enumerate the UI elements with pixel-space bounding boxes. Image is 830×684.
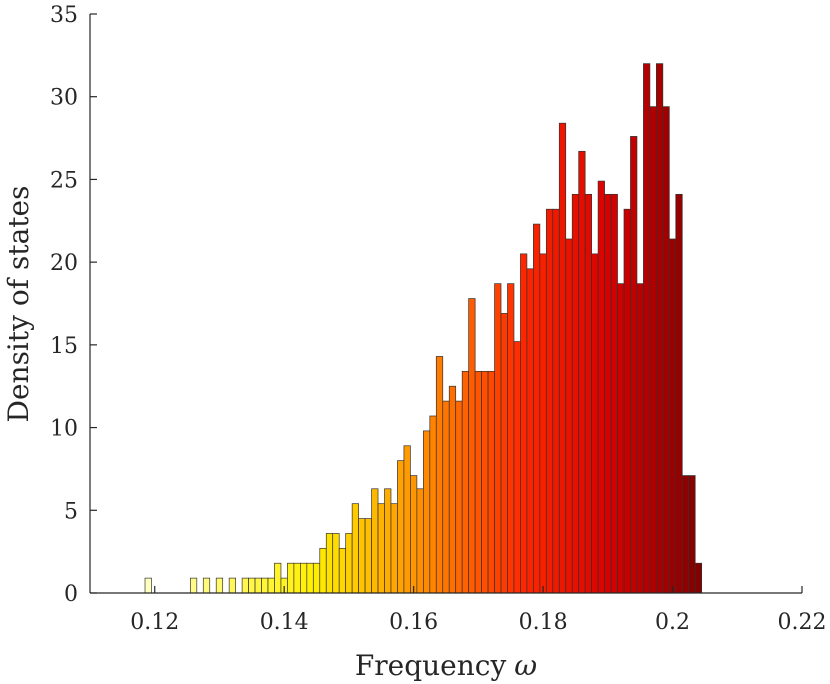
histogram-bar <box>526 268 534 594</box>
histogram-bar <box>371 488 379 594</box>
histogram-bar <box>584 193 592 594</box>
histogram-bar <box>597 180 605 594</box>
histogram-bar <box>455 400 463 594</box>
histogram-bar <box>403 445 411 594</box>
histogram-bar <box>319 547 327 594</box>
histogram-bar <box>274 562 282 594</box>
x-tick-label: 0.18 <box>519 610 568 635</box>
histogram-bar <box>481 370 489 594</box>
y-tick-label: 0 <box>64 582 78 607</box>
histogram-bar <box>558 122 567 594</box>
histogram-bar <box>248 577 256 594</box>
histogram-bar <box>552 208 560 594</box>
histogram-bar <box>649 106 657 594</box>
histogram-bar <box>261 577 269 594</box>
histogram-bar <box>410 475 418 594</box>
histogram-bar <box>377 503 385 594</box>
histogram-bar <box>364 518 372 594</box>
histogram-bar <box>215 577 224 594</box>
histogram-bar <box>429 415 437 594</box>
x-tick-label: 0.14 <box>260 610 309 635</box>
histogram-bar <box>675 193 683 594</box>
histogram-bar <box>345 533 353 594</box>
x-tick-label: 0.12 <box>130 610 179 635</box>
histogram-bar <box>267 577 275 594</box>
histogram-bar <box>688 475 696 594</box>
histogram-bar <box>332 533 340 594</box>
y-tick-label: 35 <box>50 3 78 28</box>
histogram-bar <box>513 341 521 594</box>
histogram-bar <box>358 518 366 594</box>
histogram-bar <box>694 562 703 594</box>
histogram-bar <box>494 283 502 594</box>
histogram-bar <box>533 223 541 594</box>
histogram-bar <box>293 562 301 594</box>
histogram-bar <box>681 475 690 594</box>
y-tick-label: 5 <box>64 499 78 524</box>
histogram-bar <box>144 577 152 594</box>
histogram-bar <box>300 562 308 594</box>
histogram-bar <box>623 208 631 594</box>
histogram-bar <box>461 370 470 594</box>
x-axis-ticks: 0.12 0.14 0.16 0.18 0.2 0.22 <box>130 586 826 635</box>
x-axis-label: Frequency ω <box>355 649 537 682</box>
histogram-bar <box>390 503 398 594</box>
histogram-bar <box>539 253 547 594</box>
histogram-bar <box>636 283 644 594</box>
histogram-bar <box>500 313 508 594</box>
histogram-bar <box>416 488 424 594</box>
histogram-bar <box>468 298 476 594</box>
y-axis-ticks: 0 5 10 15 20 25 30 35 <box>50 3 97 607</box>
histogram-bar <box>610 193 618 594</box>
histogram-bar <box>338 547 347 594</box>
histogram-bar <box>545 208 554 594</box>
histogram-bar <box>565 238 573 594</box>
histogram-bar <box>422 430 431 594</box>
histogram-bar <box>448 385 457 594</box>
y-tick-label: 15 <box>50 334 78 359</box>
histogram-bar <box>228 577 236 594</box>
histogram-bar <box>306 562 314 594</box>
histogram-bar <box>241 577 249 594</box>
histogram-bar <box>578 150 586 594</box>
histogram-bar <box>604 193 612 594</box>
histogram-bar <box>435 356 444 594</box>
histogram-bar <box>617 283 625 594</box>
histogram-bar <box>487 370 495 594</box>
histogram-bar <box>189 577 198 594</box>
histogram-bar <box>325 533 334 594</box>
histogram-bar <box>254 577 262 594</box>
x-tick-label: 0.22 <box>778 610 827 635</box>
histogram-bar <box>312 562 321 594</box>
histogram-bar <box>202 577 211 594</box>
histogram-bar <box>656 63 664 594</box>
histogram-bar <box>591 253 599 594</box>
y-tick-label: 30 <box>50 86 78 111</box>
histogram-bar <box>287 562 295 594</box>
histogram-bar <box>474 370 482 594</box>
y-axis-label: Density of states <box>2 186 35 423</box>
x-tick-label: 0.16 <box>389 610 438 635</box>
histogram-bar <box>507 283 515 594</box>
histogram-bar <box>351 503 359 594</box>
histogram-bar <box>668 238 677 594</box>
histogram-bar <box>397 460 405 594</box>
y-tick-label: 25 <box>50 168 78 193</box>
histogram-bar <box>630 136 638 594</box>
histogram-bars <box>144 63 703 594</box>
histogram-bar <box>520 253 528 594</box>
y-tick-label: 20 <box>50 251 78 276</box>
histogram-bar <box>384 488 392 594</box>
histogram-bar <box>442 400 450 594</box>
x-tick-label: 0.2 <box>655 610 690 635</box>
histogram-bar <box>662 106 670 594</box>
y-tick-label: 10 <box>50 417 78 442</box>
histogram-bar <box>643 63 651 594</box>
histogram-bar <box>571 193 580 594</box>
